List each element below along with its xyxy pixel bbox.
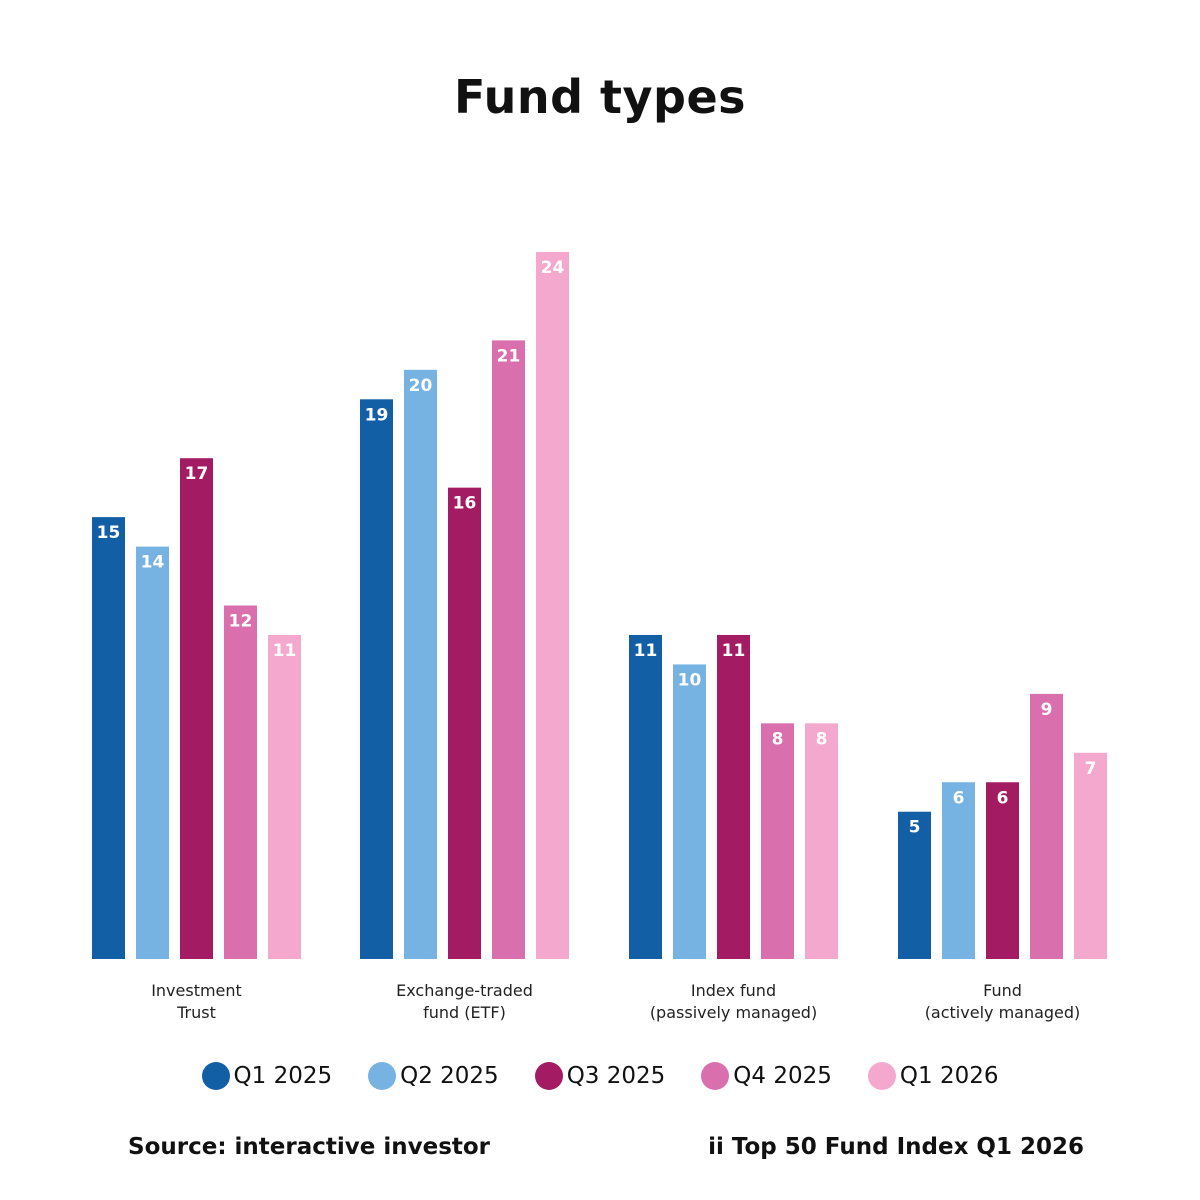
legend-label: Q3 2025	[566, 1063, 666, 1089]
bar-value-label: 19	[365, 405, 389, 425]
category-label: (passively managed)	[650, 1003, 817, 1022]
bar-value-label: 24	[541, 258, 565, 278]
bar-value-label: 17	[185, 464, 209, 484]
bar	[536, 252, 569, 959]
category-label: Investment	[151, 981, 242, 1000]
category-label: Fund	[983, 981, 1022, 1000]
bar	[673, 664, 706, 959]
bar-value-label: 10	[678, 670, 702, 690]
bar-value-label: 21	[497, 346, 521, 366]
legend-swatch	[201, 1062, 230, 1090]
source-note: Source: interactive investor	[128, 1134, 491, 1160]
legend-swatch	[368, 1062, 397, 1090]
legend-item: Q3 2025	[534, 1062, 666, 1090]
legend-swatch	[701, 1062, 730, 1090]
category-label: Index fund	[691, 981, 776, 1000]
legend-label: Q2 2025	[400, 1063, 499, 1089]
bar	[805, 723, 838, 959]
bar-group: 19 20 16 21 24	[360, 252, 569, 960]
legend-item: Q1 2025	[201, 1062, 333, 1090]
bar	[180, 458, 213, 959]
bar	[986, 782, 1019, 959]
bar	[898, 811, 931, 959]
chart-title: Fund types	[453, 70, 747, 124]
legend-item: Q2 2025	[368, 1062, 499, 1090]
bar	[360, 399, 393, 960]
category-label: fund (ETF)	[423, 1003, 506, 1022]
legend-label: Q1 2025	[233, 1063, 333, 1089]
bar	[448, 487, 481, 959]
legend-swatch	[534, 1062, 563, 1090]
bar-value-label: 16	[453, 494, 477, 514]
bar-value-label: 15	[97, 523, 121, 543]
bar-value-label: 12	[229, 612, 253, 632]
bar-value-label: 6	[953, 788, 965, 808]
legend-swatch	[867, 1062, 896, 1090]
bar-group: 15 14 17 12 11	[92, 458, 301, 959]
bar-value-label: 7	[1085, 759, 1097, 779]
bar	[224, 605, 257, 959]
bar	[1030, 693, 1063, 959]
legend: Q1 2025 Q2 2025 Q3 2025 Q4 2025 Q1 2026	[0, 1062, 1200, 1090]
bar-value-label: 11	[722, 641, 746, 661]
bar	[629, 634, 662, 959]
legend-item: Q1 2026	[867, 1062, 999, 1090]
bar	[404, 369, 437, 959]
bar	[92, 517, 125, 959]
category-label: (actively managed)	[925, 1003, 1081, 1022]
bar-value-label: 8	[816, 729, 828, 749]
bar-value-label: 11	[273, 641, 297, 661]
legend-label: Q1 2026	[899, 1063, 999, 1089]
legend-label: Q4 2025	[733, 1063, 832, 1089]
legend-item: Q4 2025	[701, 1062, 832, 1090]
index-note: ii Top 50 Fund Index Q1 2026	[708, 1134, 1084, 1160]
bar	[717, 634, 750, 959]
bar-group: 5 6 6 9 7	[898, 693, 1107, 959]
category-label: Trust	[176, 1003, 216, 1022]
bar-value-label: 20	[409, 376, 433, 396]
bar-value-label: 9	[1041, 700, 1053, 720]
bar-value-label: 6	[997, 788, 1009, 808]
bar	[761, 723, 794, 959]
bar	[136, 546, 169, 959]
bar-value-label: 11	[634, 641, 658, 661]
bar	[942, 782, 975, 959]
category-label: Exchange-traded	[396, 981, 533, 1000]
bar-value-label: 14	[141, 553, 165, 573]
bar-value-label: 5	[909, 818, 921, 838]
bar	[492, 340, 525, 959]
bar	[268, 634, 301, 959]
bar-value-label: 8	[772, 729, 784, 749]
bar-group: 11 10 11 8 8	[629, 634, 838, 959]
bar	[1074, 752, 1107, 959]
